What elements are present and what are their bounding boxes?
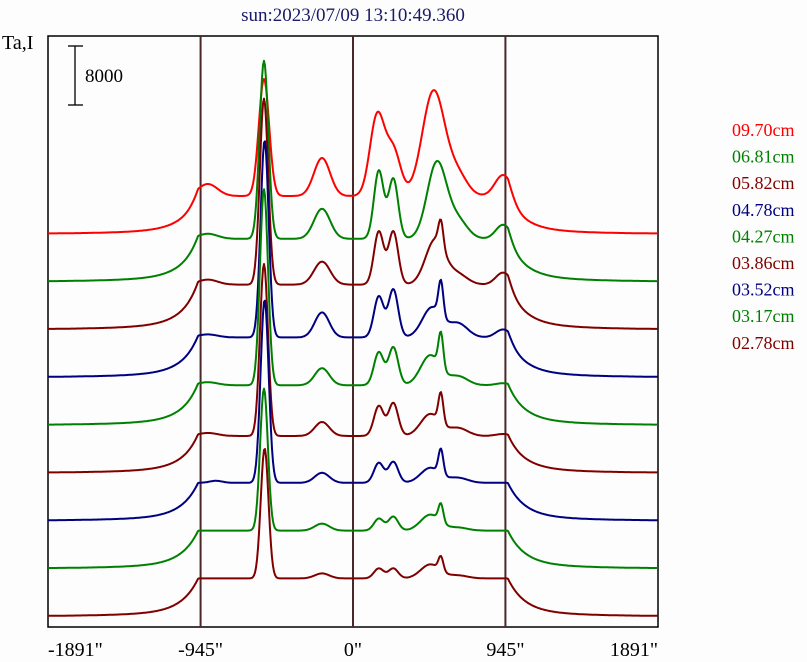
x-tick-label: 945" bbox=[486, 639, 524, 661]
legend-entry: 03.17cm bbox=[732, 306, 795, 326]
series-line-02.78cm bbox=[48, 448, 658, 617]
series-line-06.81cm bbox=[48, 59, 658, 283]
x-tick-labels: -1891" -945" 0" 945" 1891" bbox=[48, 639, 658, 661]
x-tick-label: 0" bbox=[344, 639, 362, 661]
chart-title: sun:2023/07/09 13:10:49.360 bbox=[241, 5, 465, 26]
legend: 09.70cm 06.81cm 05.82cm 04.78cm 04.27cm 03.86… bbox=[732, 120, 795, 353]
series-line-03.17cm bbox=[48, 387, 658, 569]
x-tick-label: -945" bbox=[178, 639, 223, 661]
legend-entry: 04.78cm bbox=[732, 200, 795, 220]
series-line-04.78cm bbox=[48, 140, 658, 378]
x-tick-label: 1891" bbox=[610, 639, 658, 661]
legend-entry: 09.70cm bbox=[732, 120, 795, 140]
vertical-gridlines bbox=[199, 36, 507, 627]
legend-entry: 03.52cm bbox=[732, 280, 795, 300]
legend-entry: 04.27cm bbox=[732, 226, 795, 246]
legend-entry: 03.86cm bbox=[732, 253, 795, 273]
x-tick-label: -1891" bbox=[48, 639, 103, 661]
series-line-04.27cm bbox=[48, 188, 658, 426]
legend-entry: 05.82cm bbox=[732, 173, 795, 193]
y-axis-label: Ta,I bbox=[2, 32, 33, 54]
scale-bar-label: 8000 bbox=[85, 66, 123, 87]
legend-entry: 02.78cm bbox=[732, 333, 795, 353]
scale-bar: 8000 bbox=[68, 45, 123, 106]
series-traces bbox=[47, 59, 659, 617]
series-line-05.82cm bbox=[48, 97, 658, 330]
series-line-03.86cm bbox=[47, 263, 659, 474]
legend-entry: 06.81cm bbox=[732, 147, 795, 167]
series-line-03.52cm bbox=[48, 299, 658, 522]
series-line-09.70cm bbox=[48, 78, 658, 235]
